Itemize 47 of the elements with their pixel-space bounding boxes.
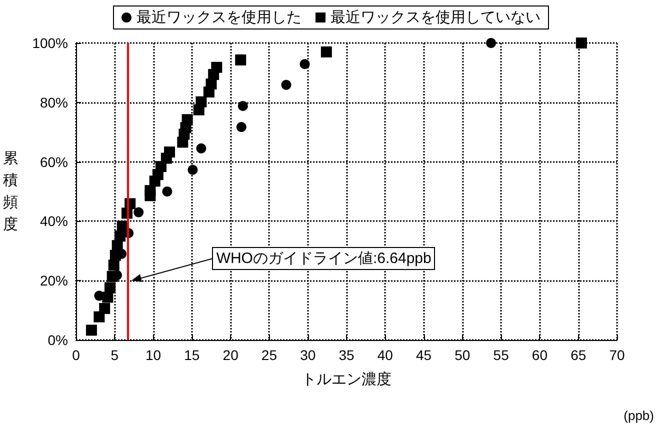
y-tick-label: 60%: [40, 154, 68, 170]
point: [238, 100, 248, 111]
x-tick-label: 65: [570, 347, 586, 363]
y-tick-label: 40%: [40, 213, 68, 230]
point: [99, 303, 110, 314]
annotation: WHOのガイドライン値:6.64ppb: [212, 246, 436, 270]
legend-label: 最近ワックスを使用した: [136, 9, 302, 26]
x-tick-label: 0: [72, 347, 80, 363]
point: [300, 59, 310, 70]
x-tick-label: 55: [493, 347, 510, 363]
point: [236, 122, 246, 132]
point: [134, 207, 144, 218]
point: [235, 54, 246, 66]
legend-label: 最近ワックスを使用していない: [330, 9, 540, 26]
y-tick-label: 100%: [32, 35, 68, 51]
point: [196, 143, 206, 154]
point: [104, 282, 116, 294]
x-tick-label: 25: [261, 347, 278, 363]
x-tick-label: 5: [110, 347, 119, 363]
x-tick-label: 30: [300, 347, 316, 363]
point: [320, 46, 332, 58]
text: (ppb): [624, 408, 654, 423]
point: [182, 114, 193, 126]
x-tick-label: 20: [222, 347, 239, 363]
y-tick-label: 20%: [40, 272, 68, 289]
y-tick-label: 0%: [48, 332, 68, 348]
point: [576, 38, 587, 48]
point: [188, 164, 198, 175]
x-tick-label: 15: [184, 347, 200, 363]
point: [162, 186, 172, 196]
x-tick-label: 70: [609, 347, 625, 363]
point: [86, 324, 97, 336]
point: [486, 38, 496, 48]
x-axis-title: トルエン濃度: [302, 371, 392, 388]
point: [144, 185, 156, 196]
y-axis-title: 累積頻度: [3, 150, 18, 233]
x-tick-label: 50: [454, 347, 470, 363]
x-tick-label: 40: [377, 347, 394, 363]
point: [281, 80, 292, 90]
point: [164, 146, 176, 158]
point: [196, 96, 207, 108]
y-tick-label: 80%: [40, 94, 68, 110]
x-tick-label: 10: [145, 347, 162, 363]
x-tick-label: 60: [532, 347, 548, 363]
x-tick-label: 35: [338, 347, 354, 363]
x-tick-label: 45: [416, 347, 432, 363]
point: [211, 62, 222, 73]
